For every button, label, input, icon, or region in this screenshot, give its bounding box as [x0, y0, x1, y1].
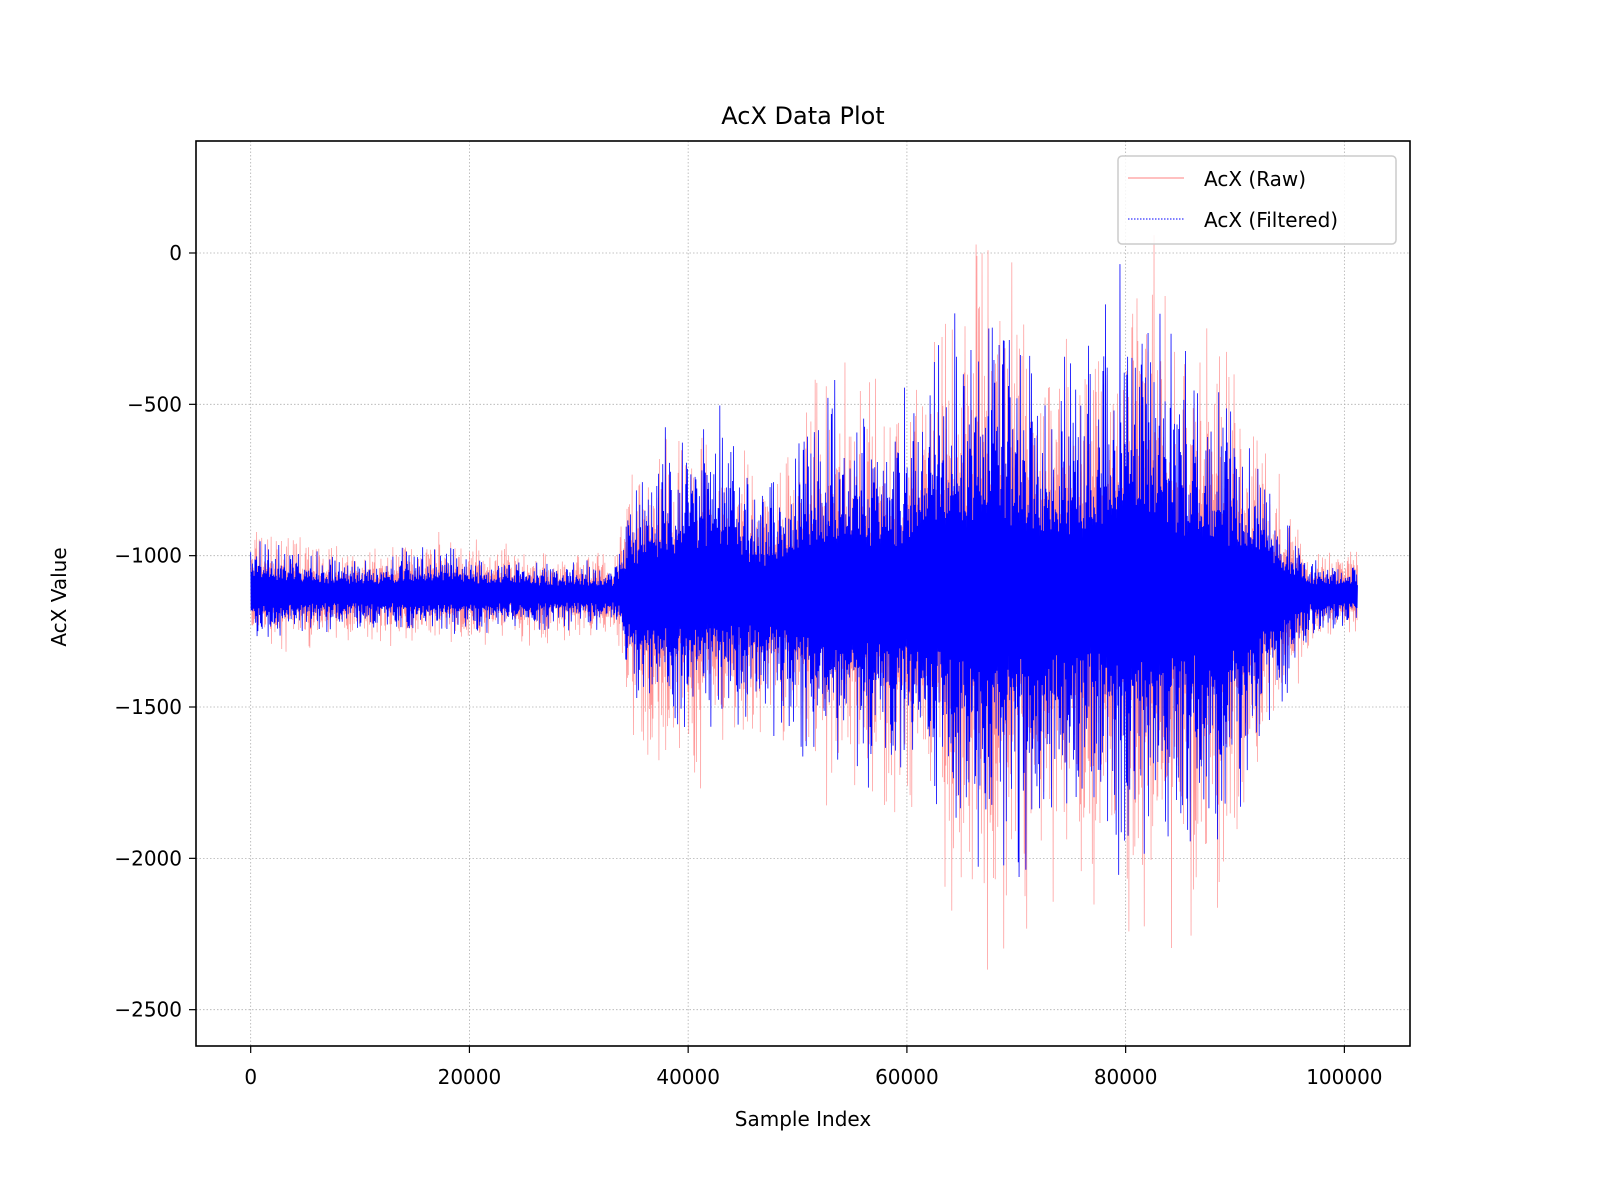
x-tick-label: 40000 [656, 1065, 720, 1089]
chart-title: AcX Data Plot [721, 102, 884, 130]
legend: AcX (Raw) AcX (Filtered) [1117, 155, 1397, 245]
series-line-filtered [250, 264, 1358, 878]
y-tick-label: −1000 [114, 544, 182, 568]
x-tick-label: 0 [244, 1065, 257, 1089]
y-tick-label: −2500 [114, 998, 182, 1022]
x-tick-label: 60000 [875, 1065, 939, 1089]
y-tick-label: −2000 [114, 846, 182, 870]
y-axis-label: AcX Value [47, 547, 71, 646]
x-tick-label: 80000 [1094, 1065, 1158, 1089]
series-layer [250, 235, 1358, 970]
x-axis-label: Sample Index [735, 1107, 872, 1131]
x-tick-label: 20000 [438, 1065, 502, 1089]
legend-filtered-label: AcX (Filtered) [1204, 208, 1338, 232]
axes-frame [195, 140, 1411, 1047]
y-tick-label: −1500 [114, 695, 182, 719]
tick-layer: 0 20000 40000 60000 80000 100000 0 −500 −1000 −15… [114, 241, 1382, 1089]
y-tick-label: 0 [169, 241, 182, 265]
y-tick-label: −500 [127, 392, 182, 416]
x-tick-label: 100000 [1306, 1065, 1382, 1089]
legend-box [1117, 155, 1397, 245]
legend-raw-label: AcX (Raw) [1204, 167, 1306, 191]
